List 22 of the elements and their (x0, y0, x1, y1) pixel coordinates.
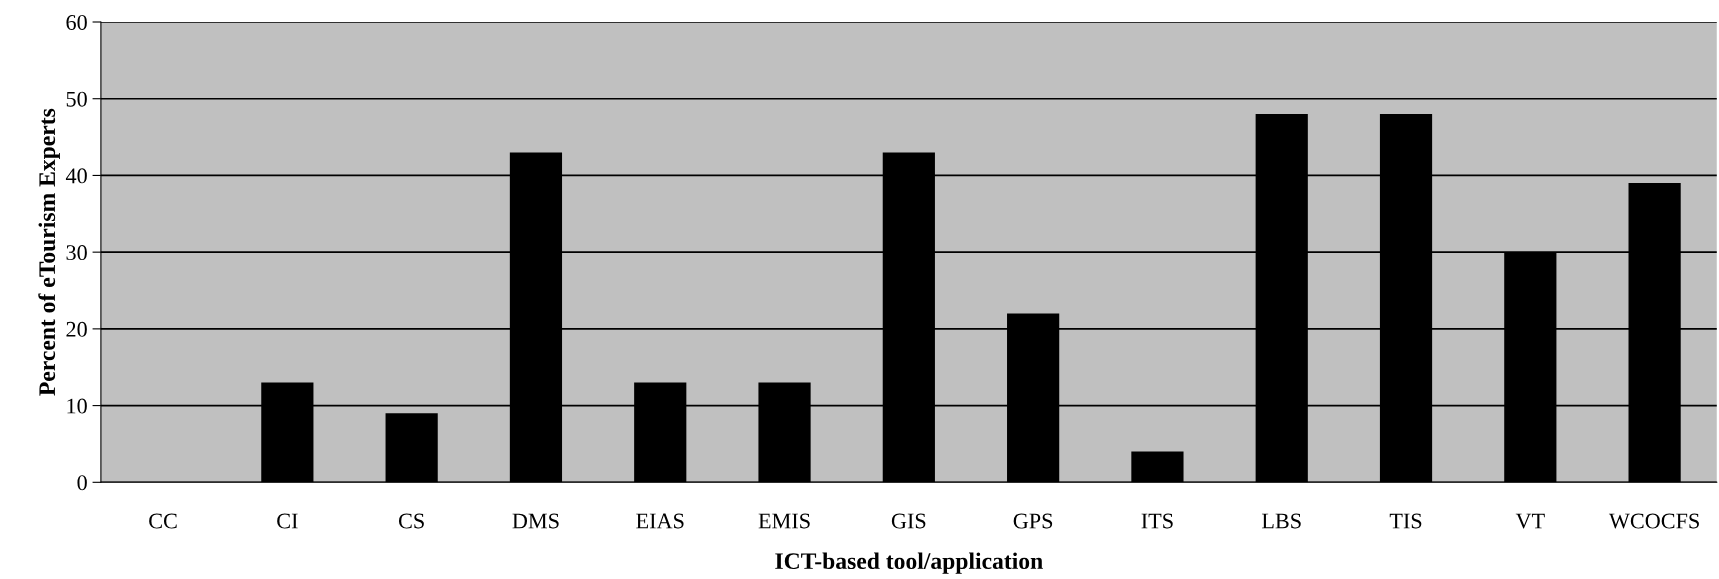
x-axis-title: ICT-based tool/application (775, 552, 1043, 574)
x-tick-label: CC (149, 513, 177, 529)
x-tick-label: EMIS (758, 513, 810, 529)
x-tick-label: ITS (1141, 513, 1173, 529)
x-tick-label: GPS (1013, 513, 1053, 529)
y-tick-label: 10 (67, 398, 87, 414)
x-tick-label: VT (1515, 513, 1545, 529)
x-tick-label: TIS (1389, 513, 1422, 529)
y-tick-label: 0 (77, 475, 87, 491)
y-tick-label: 20 (66, 321, 87, 337)
x-tick-label: DMS (512, 513, 559, 529)
x-tick-label: CI (277, 513, 298, 529)
y-tick-label: 40 (65, 168, 87, 184)
x-tick-label: GIS (891, 513, 926, 529)
y-tick-label: 30 (66, 245, 87, 261)
y-axis-title: Percent of eTourism Experts (38, 108, 60, 396)
x-tick-label: CS (398, 513, 424, 529)
x-tick-label: LBS (1261, 513, 1301, 529)
x-tick-label: WCOCFS (1608, 513, 1699, 529)
y-tick-label: 50 (66, 91, 87, 107)
x-tick-label: EIAS (636, 513, 684, 529)
y-tick-label: 60 (66, 14, 87, 30)
